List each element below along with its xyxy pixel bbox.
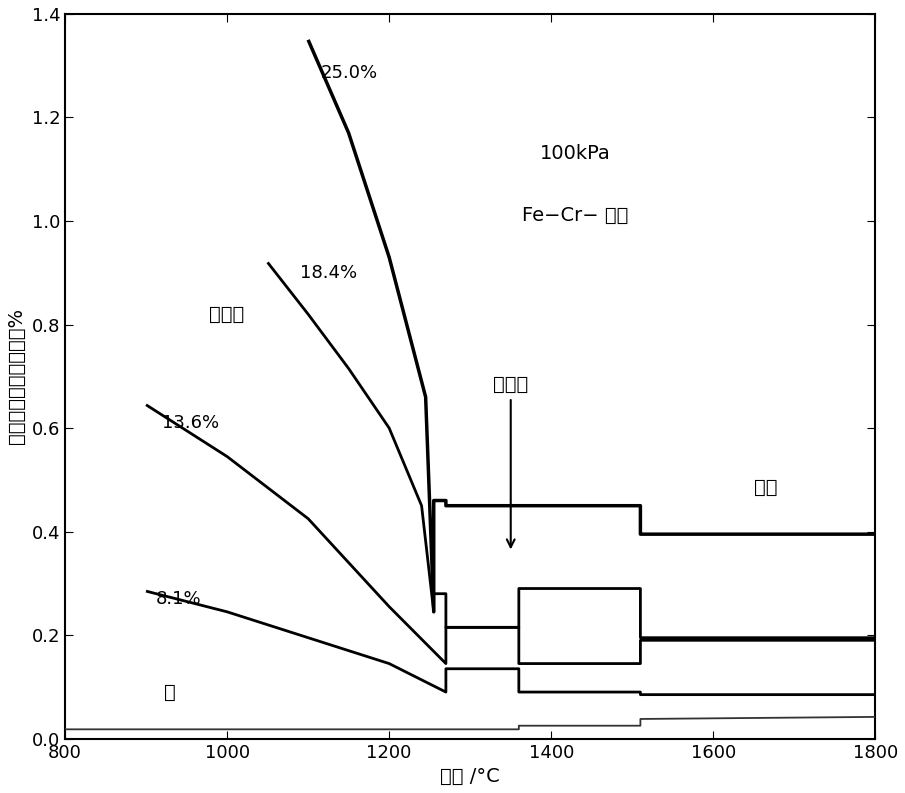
X-axis label: 温度 /°C: 温度 /°C [441, 767, 500, 786]
Text: 铁素体: 铁素体 [493, 375, 529, 547]
Text: 奥氏体: 奥氏体 [209, 305, 244, 324]
Text: 13.6%: 13.6% [162, 414, 219, 432]
Text: 18.4%: 18.4% [300, 264, 357, 282]
Text: 100kPa: 100kPa [540, 144, 611, 163]
Text: 25.0%: 25.0% [320, 64, 377, 82]
Y-axis label: 氯的溶解度，质量分数%: 氯的溶解度，质量分数% [7, 308, 26, 444]
Text: 铁: 铁 [165, 683, 176, 702]
Text: 溶体: 溶体 [754, 478, 777, 497]
Text: 8.1%: 8.1% [156, 590, 201, 608]
Text: Fe−Cr− 合金: Fe−Cr− 合金 [522, 206, 629, 225]
